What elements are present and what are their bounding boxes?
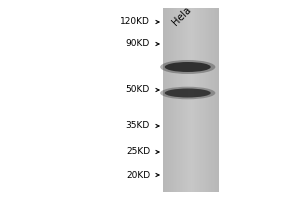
Bar (217, 8, 218, 192)
Text: 20KD: 20KD (126, 170, 150, 180)
Text: 50KD: 50KD (126, 86, 150, 95)
Bar (197, 8, 199, 192)
Bar (205, 8, 206, 192)
Bar (172, 8, 173, 192)
Bar (209, 8, 211, 192)
Bar (192, 8, 193, 192)
Bar (181, 8, 182, 192)
Bar (202, 8, 204, 192)
Text: 35KD: 35KD (126, 121, 150, 130)
Bar (177, 8, 179, 192)
Bar (179, 8, 181, 192)
Bar (163, 8, 165, 192)
Bar (175, 8, 177, 192)
Text: 120KD: 120KD (120, 18, 150, 26)
Bar (194, 8, 195, 192)
Bar (169, 8, 170, 192)
Bar (189, 8, 191, 192)
Bar (173, 8, 175, 192)
Bar (188, 8, 190, 192)
Text: Hela: Hela (170, 5, 193, 28)
Bar (169, 8, 171, 192)
Bar (182, 8, 183, 192)
Text: 90KD: 90KD (126, 40, 150, 48)
Bar (171, 8, 172, 192)
Bar (186, 8, 188, 192)
Bar (206, 8, 208, 192)
Bar (184, 8, 185, 192)
Bar (185, 8, 187, 192)
Ellipse shape (165, 62, 211, 72)
Bar (212, 8, 213, 192)
Bar (164, 8, 166, 192)
Bar (198, 8, 200, 192)
Bar (196, 8, 198, 192)
Text: 25KD: 25KD (126, 148, 150, 156)
Bar (190, 8, 192, 192)
Bar (183, 8, 184, 192)
Bar (207, 8, 208, 192)
Bar (212, 8, 214, 192)
Bar (167, 8, 169, 192)
Bar (215, 8, 216, 192)
Bar (202, 8, 203, 192)
Bar (165, 8, 167, 192)
Bar (176, 8, 178, 192)
Bar (200, 8, 202, 192)
Bar (193, 8, 194, 192)
Ellipse shape (160, 87, 215, 99)
Bar (208, 8, 210, 192)
Bar (210, 8, 212, 192)
Bar (214, 8, 215, 192)
Bar (166, 8, 168, 192)
Bar (174, 8, 176, 192)
Bar (195, 8, 196, 192)
Bar (204, 8, 205, 192)
Bar (216, 8, 218, 192)
Ellipse shape (165, 88, 211, 98)
Ellipse shape (160, 60, 215, 74)
Bar (187, 8, 189, 192)
Bar (199, 8, 201, 192)
Bar (178, 8, 180, 192)
